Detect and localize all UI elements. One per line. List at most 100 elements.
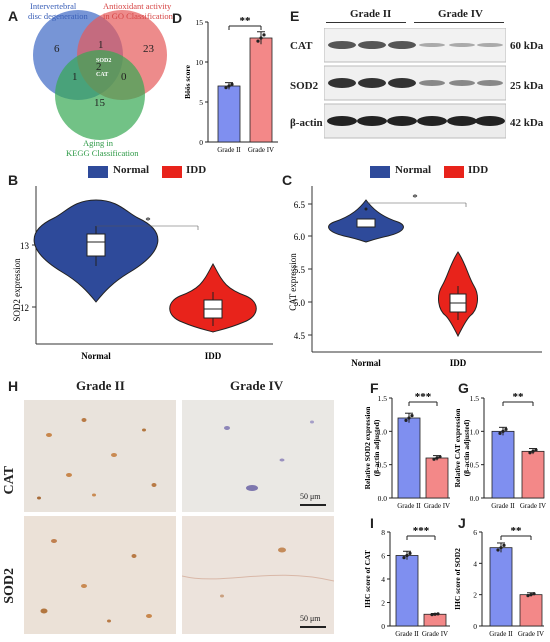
chart-j-point-1-0 — [526, 594, 530, 598]
chart-f-ytick-label: 0.5 — [378, 461, 388, 470]
violin-c-ylabel: CAT expression — [288, 253, 298, 311]
chart-d-ytick-label: 15 — [196, 18, 204, 27]
chart-i-point-1-0 — [430, 613, 434, 617]
chart-i-ylabel: IHC score of CAT — [363, 550, 372, 608]
panel-label-e: E — [290, 8, 300, 24]
ihc-row-sod2-label: SOD2 — [2, 568, 17, 604]
venn-circle-aging — [55, 50, 145, 140]
chart-f-sig: *** — [415, 391, 432, 403]
violin-c-xcat-normal: Normal — [351, 358, 381, 368]
panel-label-j: J — [458, 515, 466, 531]
chart-d-xtick-label-0: Grade II — [217, 146, 241, 154]
chart-d-sig: ** — [240, 15, 252, 27]
chart-f-point-0-2 — [410, 414, 414, 418]
chart-i-ytick-label: 0 — [381, 622, 385, 631]
venn-label-3a: Aging in — [83, 138, 114, 148]
violin-c-normal-box — [356, 218, 376, 228]
chart-j-ytick-label: 2 — [473, 591, 477, 600]
chart-f-xtick-label-1: Grade IV — [424, 502, 450, 510]
chart-d-ytick-label: 10 — [196, 58, 204, 67]
violin-b-ylabel: SOD2 expression — [12, 258, 22, 322]
bar-chart-f: Relative SOD2 expression (β-actin adjuste… — [363, 391, 450, 510]
blot-size-actin: 42 kDa — [510, 117, 544, 129]
scale-bar-text-sod2: 50 μm — [300, 614, 321, 623]
legend-swatch-idd — [444, 166, 464, 178]
venn-diagram: Intervertebral disc degeneration Antioxi… — [28, 1, 174, 158]
chart-f-ylabel: Relative SOD2 expression — [363, 406, 372, 490]
chart-f-bar-1 — [425, 457, 449, 499]
venn-count-only3: 15 — [94, 97, 106, 109]
chart-i-point-1-1 — [433, 612, 437, 616]
violin-plot-sod2: SOD2 expression 13 12 * Normal IDD — [12, 186, 273, 361]
legend-swatch-normal — [88, 166, 108, 178]
panel-label-d: D — [172, 10, 183, 26]
chart-i-ytick-label: 2 — [381, 599, 385, 608]
chart-f-point-0-1 — [407, 416, 411, 420]
chart-g-point-0-2 — [504, 427, 508, 431]
violin-b-xcat-idd: IDD — [205, 351, 222, 361]
panel-label-a: A — [8, 8, 19, 24]
ihc-image-sod2-grade-ii — [24, 516, 176, 634]
chart-d-point-0-1 — [227, 84, 231, 88]
panel-label-i: I — [370, 515, 374, 531]
chart-f-point-1-2 — [438, 455, 442, 459]
violin-plot-cat: CAT expression 6.5 6.0 5.5 5.0 4.5 * Nor… — [288, 186, 542, 368]
venn-count-s23: 0 — [121, 71, 127, 83]
violin-b-ytick-12: 12 — [20, 303, 29, 313]
scale-bar-cat — [300, 504, 326, 506]
chart-j-sig: ** — [511, 525, 523, 537]
bar-chart-d: Böös score 0 5 10 15 Grade II Grade IV ** — [183, 15, 278, 154]
chart-j-ytick-label: 0 — [473, 622, 477, 631]
ihc-image-sod2-grade-iv: 50 μm — [182, 516, 334, 634]
chart-g-bar-0 — [491, 430, 515, 499]
chart-i-point-0-1 — [405, 553, 409, 558]
chart-i-ytick-label: 8 — [381, 528, 385, 537]
chart-j-ylabel: IHC score of SOD2 — [453, 548, 462, 610]
chart-j-xtick-label-0: Grade II — [489, 630, 513, 638]
chart-g-ylabel: Relative CAT expression — [453, 408, 462, 488]
blot-grade-iv: Grade IV — [438, 8, 483, 20]
violin-c-ytick-50: 5.0 — [294, 298, 306, 308]
chart-f-ytick-label: 0.0 — [378, 494, 388, 503]
blot-grade-iv-line — [414, 22, 504, 23]
chart-g-xtick-label-0: Grade II — [491, 502, 515, 510]
blot-bands — [324, 28, 506, 139]
legend-normal-text: Normal — [113, 164, 150, 176]
chart-g-ytick-label: 1.5 — [470, 394, 480, 403]
chart-j-ytick-label: 6 — [473, 528, 477, 537]
chart-f-point-1-1 — [435, 456, 439, 460]
violin-c-ytick-55: 5.5 — [294, 265, 306, 275]
venn-label-1a: Intervertebral — [30, 1, 77, 11]
venn-gene-cat: CAT — [96, 72, 108, 78]
ihc-row-cat-label: CAT — [2, 466, 17, 495]
chart-g-sig: ** — [513, 391, 525, 403]
scale-bar-text-cat: 50 μm — [300, 492, 321, 501]
chart-f-bar-0 — [397, 417, 421, 499]
chart-j-bar-1 — [519, 594, 543, 627]
chart-f-ytick-label: 1.5 — [378, 394, 388, 403]
panel-label-c: C — [282, 172, 293, 188]
chart-i-point-0-2 — [408, 551, 412, 555]
chart-f-xtick-label-0: Grade II — [397, 502, 421, 510]
chart-j-point-1-2 — [532, 592, 536, 596]
blot-label-cat: CAT — [290, 40, 313, 52]
legend-swatch-normal — [370, 166, 390, 178]
chart-d-point-1-1 — [259, 36, 263, 40]
chart-i-xtick-label-1: Grade IV — [422, 630, 448, 638]
blot-grade-ii-line — [326, 22, 406, 23]
chart-d-bar-1 — [249, 37, 273, 143]
venn-label-3b: KEGG Classification — [66, 148, 139, 158]
violin-b-sig: * — [145, 215, 151, 227]
chart-g-ytick-label: 0.5 — [470, 461, 480, 470]
venn-gene-sod2: SOD2 — [96, 58, 111, 64]
violin-c-ytick-45: 4.5 — [294, 331, 306, 341]
violin-b-ytick-13: 13 — [20, 241, 30, 251]
chart-j-bar-0 — [489, 547, 513, 627]
chart-d-bar-0 — [217, 85, 241, 143]
chart-i-ytick-label: 6 — [381, 552, 385, 561]
panel-label-b: B — [8, 172, 19, 188]
violin-b-normal-box — [86, 233, 106, 257]
venn-count-only1: 6 — [54, 43, 60, 55]
bar-chart-i: IHC score of CAT 0 2 4 6 8 Grade II Grade IV *** — [363, 525, 450, 638]
chart-g-point-0-1 — [501, 429, 505, 433]
